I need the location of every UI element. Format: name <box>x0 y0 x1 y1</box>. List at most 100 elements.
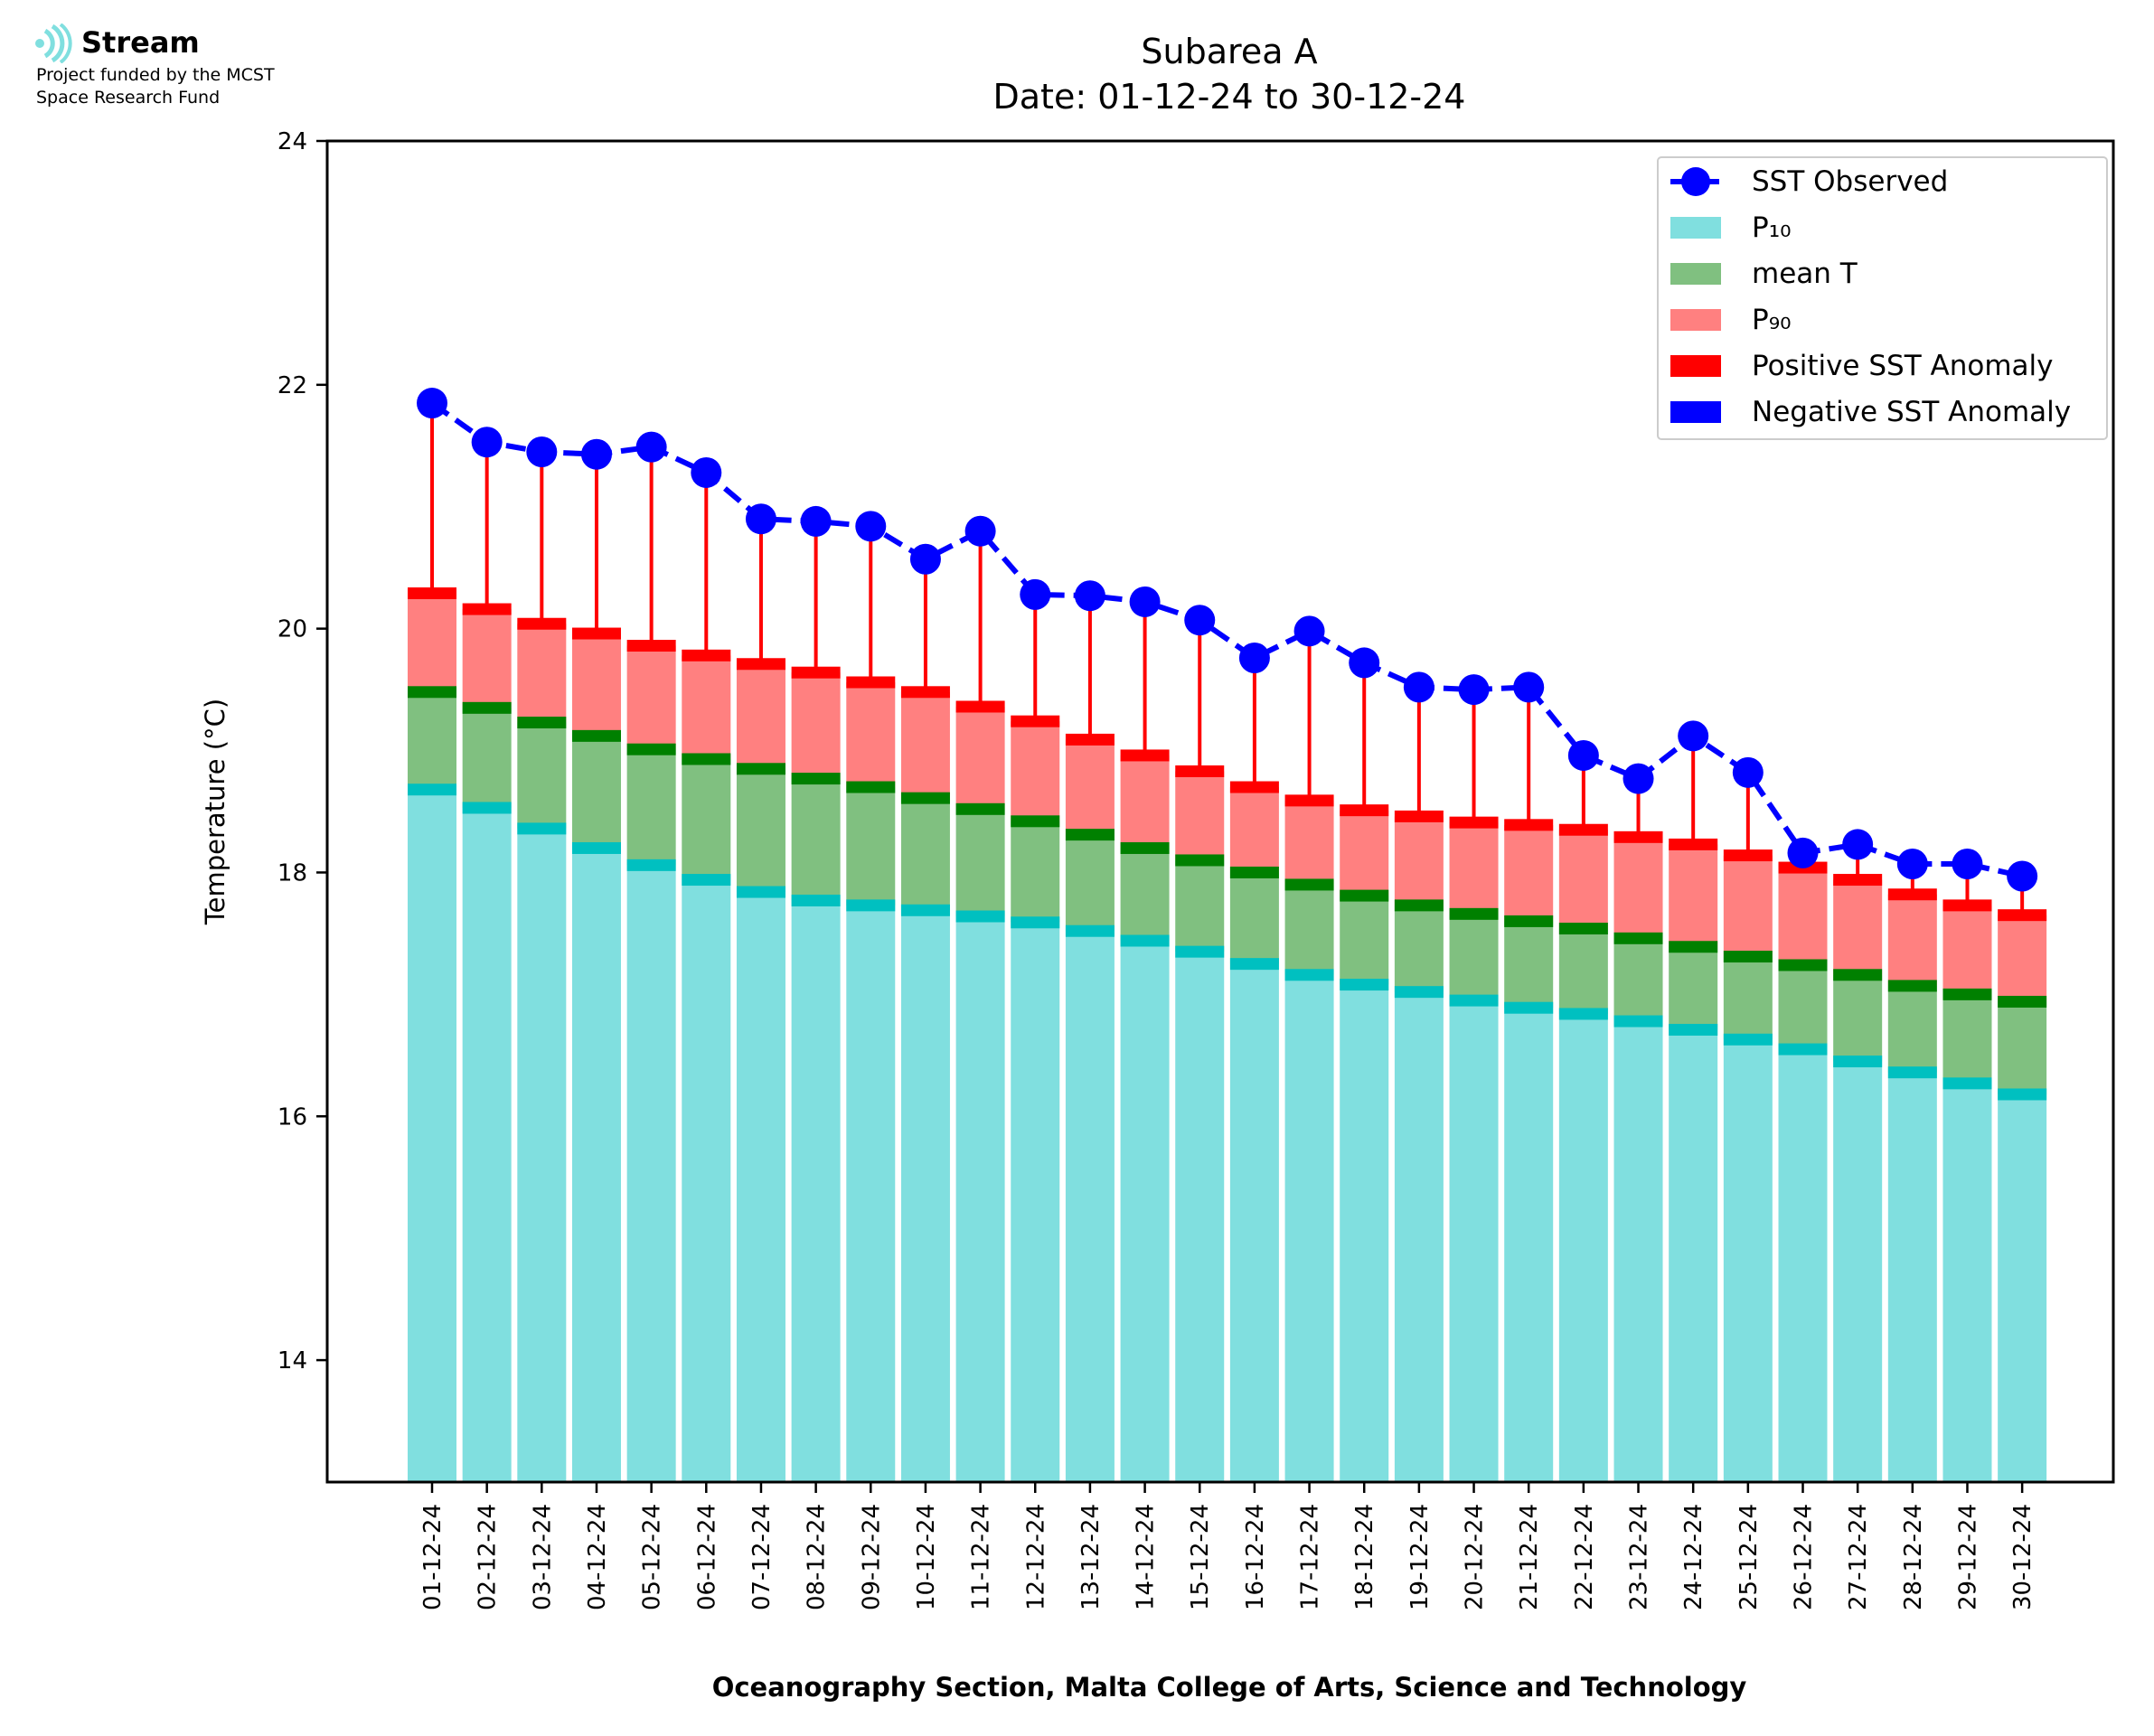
bar-mean-cap <box>1833 969 1883 981</box>
bar-p10 <box>846 905 896 1482</box>
bar-p10 <box>1449 1000 1499 1482</box>
x-tick-label: 01-12-24 <box>419 1504 447 1610</box>
sst-observed-point <box>471 427 503 458</box>
bar-p10-cap <box>900 904 950 916</box>
legend-swatch <box>1670 309 1721 331</box>
sst-observed-point <box>1349 647 1380 679</box>
x-tick-label: 05-12-24 <box>639 1504 666 1610</box>
y-tick-label: 18 <box>277 859 307 887</box>
bar-p10-cap <box>1229 958 1279 971</box>
bar-p10-cap <box>517 822 567 835</box>
bar-mean-t <box>517 722 567 829</box>
bar-p90 <box>462 609 512 708</box>
bar-p90 <box>1175 771 1225 860</box>
sst-observed-point <box>855 511 887 542</box>
sst-observed-point <box>1896 849 1928 880</box>
x-tick-label: 02-12-24 <box>475 1504 502 1610</box>
bar-p10 <box>1887 1072 1937 1482</box>
bar-mean-cap <box>955 802 1005 815</box>
bar-mean-t <box>1229 872 1279 964</box>
bar-p10-cap <box>1449 994 1499 1007</box>
x-tick-label: 16-12-24 <box>1242 1504 1269 1610</box>
bar-mean-t <box>1504 921 1554 1009</box>
bar-p10 <box>1394 991 1444 1482</box>
bar-mean-t <box>1613 938 1663 1022</box>
bar-mean-t <box>1175 859 1225 952</box>
bar-p90 <box>626 645 676 750</box>
bar-p10 <box>1613 1021 1663 1482</box>
legend-label: P₁₀ <box>1752 211 1792 244</box>
x-tick-label: 15-12-24 <box>1187 1504 1214 1610</box>
sst-observed-point <box>1129 586 1161 617</box>
x-tick-label: 04-12-24 <box>584 1504 611 1610</box>
bar-p90 <box>517 624 567 723</box>
bar-mean-t <box>1065 834 1115 932</box>
bar-p90 <box>900 691 950 799</box>
x-tick-label: 13-12-24 <box>1077 1504 1105 1610</box>
bar-mean-cap <box>1449 907 1499 920</box>
bar-p10 <box>1120 941 1170 1482</box>
x-tick-label: 25-12-24 <box>1735 1504 1763 1610</box>
y-axis-label: Temperature (°C) <box>200 699 230 925</box>
bar-p90 <box>1284 800 1334 885</box>
bar-p10 <box>1723 1039 1773 1482</box>
bar-mean-t <box>408 691 456 790</box>
bar-mean-cap <box>1504 915 1554 927</box>
bar-mean-cap <box>682 753 731 765</box>
bar-p10-cap <box>1887 1066 1937 1079</box>
bar-p90 <box>1778 868 1828 965</box>
bar-p10-cap <box>1558 1008 1608 1020</box>
bar-mean-cap <box>1120 841 1170 854</box>
bar-mean-cap <box>1613 932 1663 944</box>
x-tick-label: 28-12-24 <box>1900 1504 1927 1610</box>
bar-p10 <box>571 848 621 1482</box>
bar-p90 <box>1449 822 1499 915</box>
sst-observed-point <box>580 438 612 470</box>
legend-swatch <box>1670 263 1721 285</box>
x-tick-label: 09-12-24 <box>858 1504 885 1610</box>
sst-observed-point <box>1623 763 1654 794</box>
sst-observed-point <box>1787 837 1819 868</box>
bar-mean-cap <box>1887 980 1937 992</box>
bar-p10-cap <box>955 910 1005 923</box>
bar-p10 <box>955 916 1005 1482</box>
bar-p10-cap <box>571 841 621 854</box>
sst-observed-point <box>1020 578 1051 610</box>
bar-p10-cap <box>1175 945 1225 958</box>
y-tick-label: 14 <box>277 1347 307 1375</box>
funding-text-line1: Project funded by the MCST <box>36 65 275 85</box>
bar-p90 <box>1723 855 1773 957</box>
bar-p10-cap <box>1065 924 1115 937</box>
bar-mean-cap <box>1065 829 1115 841</box>
x-tick-label: 11-12-24 <box>968 1504 995 1610</box>
x-tick-label: 26-12-24 <box>1791 1504 1818 1610</box>
legend-label: Negative SST Anomaly <box>1752 396 2071 428</box>
bar-mean-t <box>1449 914 1499 1001</box>
bar-p90 <box>1558 830 1608 929</box>
bar-p10 <box>900 910 950 1482</box>
sst-observed-point <box>1184 605 1216 636</box>
x-tick-label: 23-12-24 <box>1626 1504 1653 1610</box>
bar-p10-cap <box>1833 1056 1883 1068</box>
bar-p10 <box>1340 984 1389 1482</box>
sst-observed-point <box>1458 674 1490 706</box>
bar-p10-cap <box>408 784 456 796</box>
bar-mean-cap <box>626 743 676 755</box>
bar-mean-t <box>846 787 896 906</box>
sst-observed-point <box>417 388 447 419</box>
bar-mean-cap <box>1394 899 1444 912</box>
bar-p10 <box>1284 974 1334 1482</box>
legend-swatch <box>1670 355 1721 377</box>
logo-name: Stream <box>81 25 200 60</box>
bar-p10-cap <box>682 874 731 887</box>
bar-mean-t <box>900 798 950 911</box>
bar-mean-cap <box>462 701 512 714</box>
bar-p10 <box>1778 1049 1828 1482</box>
x-tick-label: 08-12-24 <box>804 1504 831 1610</box>
bar-p10 <box>1558 1013 1608 1482</box>
sst-observed-point <box>1567 739 1599 771</box>
bar-p90 <box>1613 837 1663 939</box>
legend-swatch <box>1670 401 1721 423</box>
plot-frame <box>325 139 2115 1484</box>
